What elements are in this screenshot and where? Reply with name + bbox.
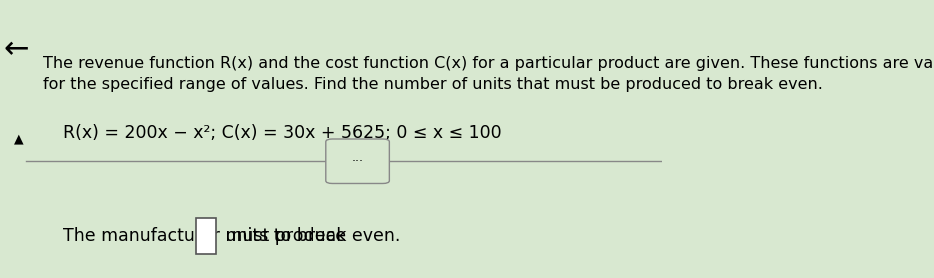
Text: The revenue function R(x) and the cost function C(x) for a particular product ar: The revenue function R(x) and the cost f… xyxy=(43,56,934,91)
FancyBboxPatch shape xyxy=(326,139,389,183)
FancyBboxPatch shape xyxy=(196,218,216,254)
Text: units to break even.: units to break even. xyxy=(219,227,400,245)
Text: ▲: ▲ xyxy=(14,133,23,145)
Text: ←: ← xyxy=(4,36,29,64)
Text: The manufacturer must produce: The manufacturer must produce xyxy=(63,227,351,245)
Text: R(x) = 200x − x²; C(x) = 30x + 5625; 0 ≤ x ≤ 100: R(x) = 200x − x²; C(x) = 30x + 5625; 0 ≤… xyxy=(63,125,502,142)
Text: ···: ··· xyxy=(351,155,363,168)
